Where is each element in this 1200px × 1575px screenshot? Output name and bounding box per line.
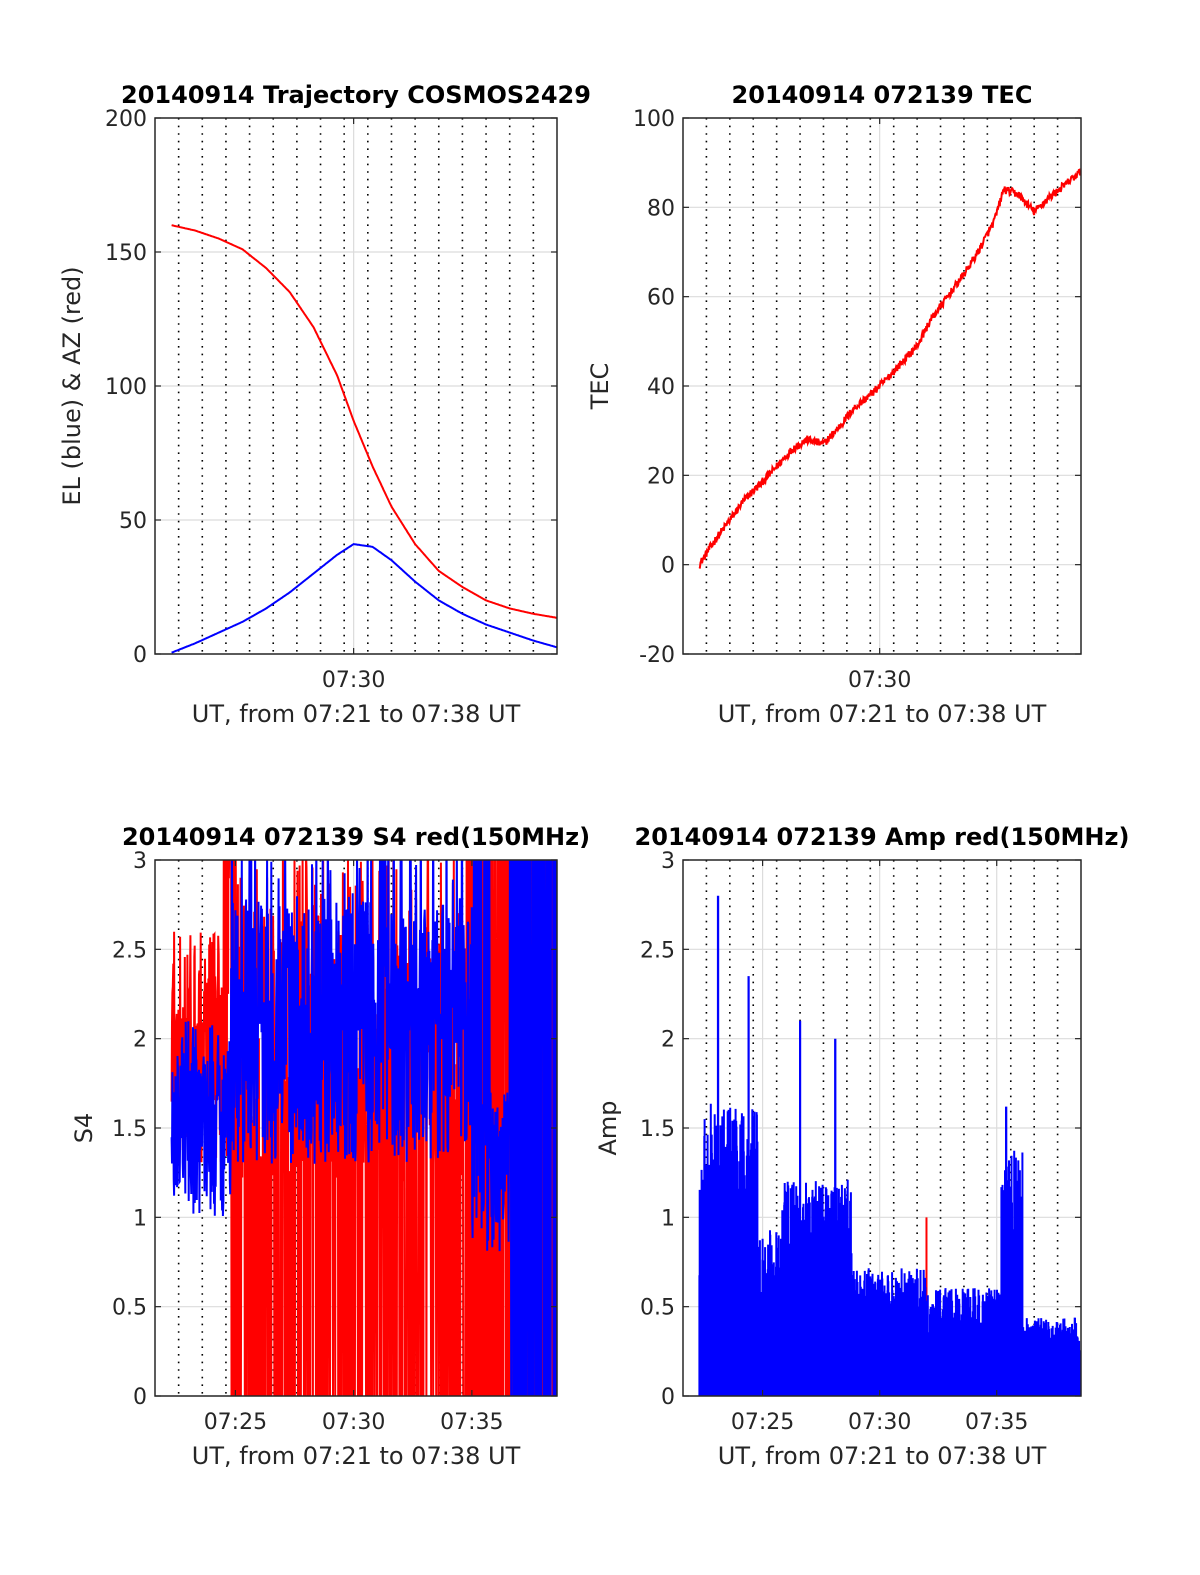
x-tick-label: 07:35 bbox=[965, 1410, 1028, 1435]
y-tick-label: 150 bbox=[105, 241, 147, 266]
y-axis-label: EL (blue) & AZ (red) bbox=[58, 266, 86, 505]
chart-title: 20140914 072139 TEC bbox=[732, 81, 1033, 109]
y-tick-label: 2 bbox=[133, 1028, 147, 1053]
y-tick-label: 0 bbox=[133, 643, 147, 668]
y-tick-label: 3 bbox=[133, 849, 147, 874]
y-axis-label: S4 bbox=[70, 1113, 98, 1144]
tec-series-0-line bbox=[698, 168, 1081, 570]
x-axis-label: UT, from 07:21 to 07:38 UT bbox=[718, 1442, 1047, 1470]
y-tick-label: 20 bbox=[647, 464, 675, 489]
y-tick-label: 2 bbox=[661, 1028, 675, 1053]
y-tick-label: 1 bbox=[133, 1206, 147, 1231]
x-axis-label: UT, from 07:21 to 07:38 UT bbox=[192, 1442, 521, 1470]
s4-panel: 0 0.5 1 1.5 2 2.5 3 07:25 07:30 07:35 20140914 072… bbox=[70, 823, 590, 1470]
x-axis-label: UT, from 07:21 to 07:38 UT bbox=[192, 700, 521, 728]
y-tick-label: 0 bbox=[133, 1385, 147, 1410]
x-axis-label: UT, from 07:21 to 07:38 UT bbox=[718, 700, 1047, 728]
x-tick-label: 07:25 bbox=[204, 1410, 267, 1435]
y-tick-label: -20 bbox=[639, 643, 675, 668]
y-tick-label: 0 bbox=[661, 1385, 675, 1410]
x-tick-label: 07:30 bbox=[848, 668, 911, 693]
trajectory-series-0-line bbox=[171, 224, 557, 619]
y-tick-label: 100 bbox=[105, 375, 147, 400]
trajectory-panel: 0 50 100 150 200 07:30 20140914 Trajectory COS… bbox=[58, 81, 591, 728]
x-tick-label: 07:35 bbox=[440, 1410, 503, 1435]
y-tick-label: 40 bbox=[647, 375, 675, 400]
y-tick-label: 2.5 bbox=[640, 938, 675, 963]
y-tick-label: 80 bbox=[647, 196, 675, 221]
tec-panel: -20 0 20 40 60 80 100 07:30 20140914 072139 TEC U… bbox=[586, 81, 1082, 728]
s4-plot-area bbox=[170, 860, 557, 1396]
s4-red-series-line bbox=[170, 860, 557, 1396]
y-tick-label: 1.5 bbox=[640, 1117, 675, 1142]
trajectory-series-1-line bbox=[171, 543, 557, 654]
y-axis-label: Amp bbox=[594, 1100, 622, 1155]
amp-blue-series-line bbox=[698, 895, 1081, 1396]
y-tick-label: 0.5 bbox=[112, 1296, 147, 1321]
x-tick-label: 07:30 bbox=[322, 1410, 385, 1435]
trajectory-plot-area bbox=[171, 224, 557, 654]
tec-plot-area bbox=[698, 168, 1081, 570]
y-tick-label: 50 bbox=[119, 509, 147, 534]
y-tick-label: 200 bbox=[105, 107, 147, 132]
amp-plot-area bbox=[698, 895, 1081, 1396]
amp-panel: 0 0.5 1 1.5 2 2.5 3 07:25 07:30 07:35 20140914 072… bbox=[594, 823, 1129, 1470]
y-tick-label: 100 bbox=[633, 107, 675, 132]
y-tick-label: 0.5 bbox=[640, 1296, 675, 1321]
y-tick-label: 1.5 bbox=[112, 1117, 147, 1142]
y-tick-label: 3 bbox=[661, 849, 675, 874]
y-axis-label: TEC bbox=[586, 363, 614, 411]
y-tick-label: 1 bbox=[661, 1206, 675, 1231]
x-tick-label: 07:30 bbox=[322, 668, 385, 693]
chart-title: 20140914 Trajectory COSMOS2429 bbox=[121, 81, 591, 109]
x-tick-label: 07:25 bbox=[731, 1410, 794, 1435]
x-tick-label: 07:30 bbox=[848, 1410, 911, 1435]
y-tick-label: 60 bbox=[647, 286, 675, 311]
y-tick-label: 0 bbox=[661, 554, 675, 579]
chart-title: 20140914 072139 S4 red(150MHz) bbox=[122, 823, 590, 851]
s4-blue-series-line bbox=[170, 860, 557, 1396]
y-tick-label: 2.5 bbox=[112, 938, 147, 963]
chart-title: 20140914 072139 Amp red(150MHz) bbox=[635, 823, 1130, 851]
